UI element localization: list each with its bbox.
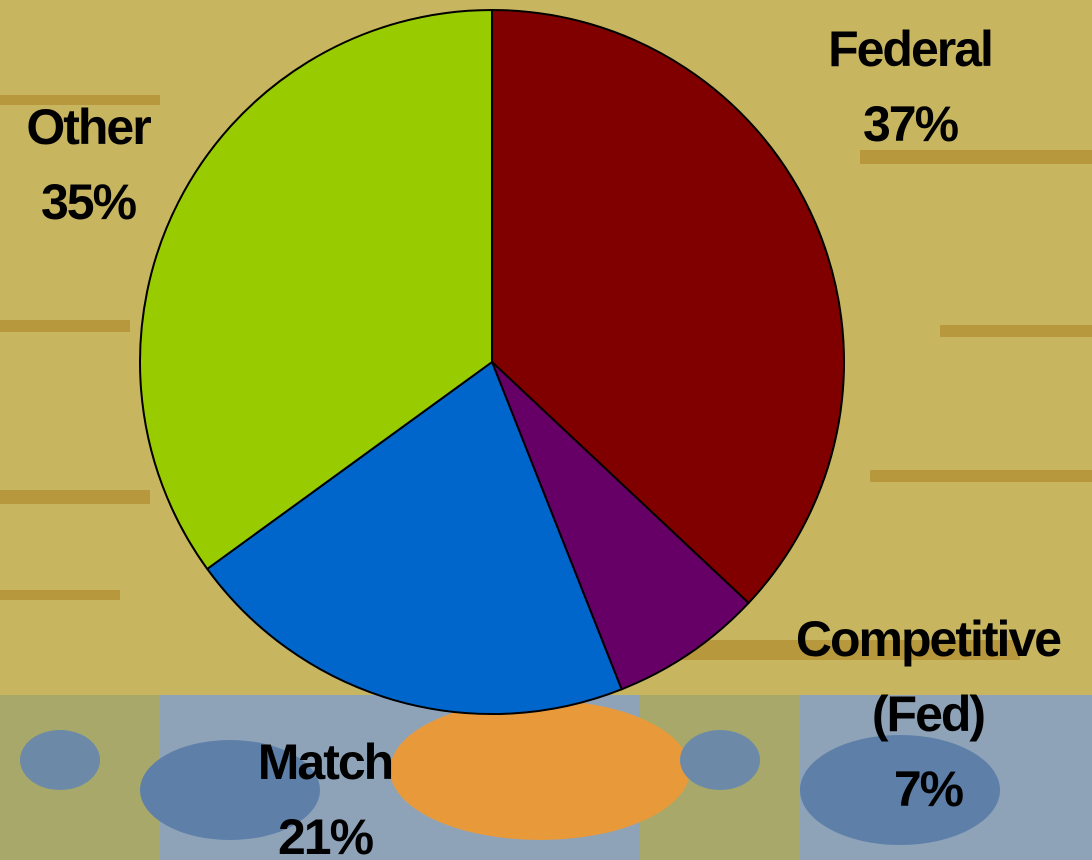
bottom-strip xyxy=(0,695,1092,860)
slice-label: Match 21% xyxy=(175,725,475,860)
pie-slice xyxy=(139,8,493,571)
value-label: 37% xyxy=(862,96,959,152)
category-name: Federal xyxy=(828,21,994,77)
slice-label: Other 35% xyxy=(0,90,188,240)
value-label: 7% xyxy=(893,761,964,817)
value-label: 21% xyxy=(277,809,374,860)
category-name: Competitive (Fed) xyxy=(795,611,1062,742)
pie-slice xyxy=(205,360,623,715)
pie xyxy=(139,8,845,715)
category-name: Other xyxy=(26,99,151,155)
pie-slice xyxy=(491,8,845,605)
pie-slice xyxy=(491,361,751,691)
value-label: 35% xyxy=(40,174,137,230)
slice-label: Federal 37% xyxy=(760,12,1060,162)
slice-label: Competitive (Fed) 7% xyxy=(763,602,1092,827)
category-name: Match xyxy=(257,734,394,790)
